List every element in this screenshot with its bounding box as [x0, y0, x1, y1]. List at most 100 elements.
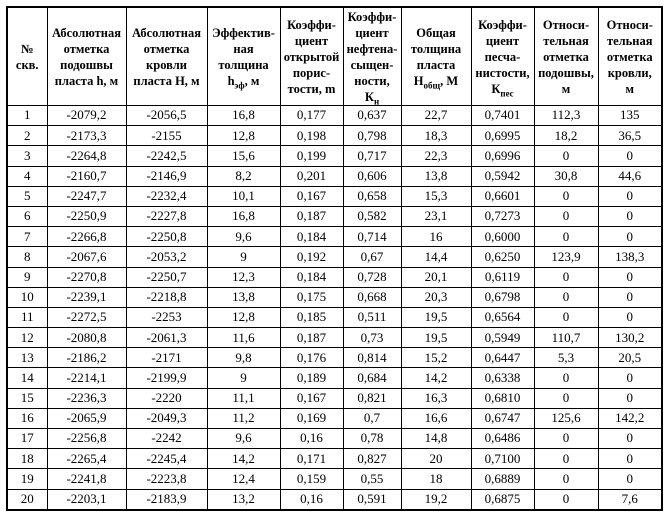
table-cell-sand_content: 0,6889	[470, 468, 535, 490]
table-row: 15 -2236,3 -2220 11,1 0,167 0,821 16,3 0,6810 0 0	[6, 387, 663, 409]
table-row: 3 -2264,8 -2242,5 15,6 0,199 0,717 22,3 0,6996 0…	[6, 145, 663, 167]
table-cell-well_no: 13	[6, 347, 48, 369]
table-cell-oil_saturation: 0,798	[342, 125, 402, 147]
table-cell-total_thickness: 22,3	[400, 145, 472, 167]
table-cell-open_porosity: 0,199	[279, 145, 344, 167]
table-cell-oil_saturation: 0,606	[342, 165, 402, 187]
table-cell-well_no: 18	[6, 448, 48, 470]
well-parameters-table: № скв. Абсолютная отметка подошвы пласта h, м…	[6, 6, 663, 511]
table-cell-oil_saturation: 0,814	[342, 347, 402, 369]
table-cell-rel_mark_bottom: 0	[533, 226, 599, 248]
table-cell-well_no: 20	[6, 488, 48, 511]
table-cell-oil_saturation: 0,78	[342, 427, 402, 450]
table-cell-rel_mark_bottom: 0	[533, 488, 599, 511]
table-cell-well_no: 10	[6, 286, 48, 308]
table-cell-well_no: 5	[6, 185, 48, 207]
column-header-abs_mark_bottom: Абсолютная отметка подошвы пласта h, м	[46, 6, 127, 106]
table-cell-oil_saturation: 0,821	[342, 387, 402, 409]
table-cell-sand_content: 0,6250	[470, 246, 535, 268]
table-cell-rel_mark_bottom: 0	[533, 145, 599, 167]
table-header: № скв. Абсолютная отметка подошвы пласта h, м…	[6, 6, 663, 106]
table-row: 10 -2239,1 -2218,8 13,8 0,175 0,668 20,3 0,6798…	[6, 286, 663, 308]
table-cell-rel_mark_bottom: 0	[533, 448, 599, 470]
table-row: 20 -2203,1 -2183,9 13,2 0,16 0,591 19,2 0,6875 0…	[6, 488, 663, 511]
table-cell-abs_mark_top: -2061,3	[125, 327, 208, 349]
column-header-total_thickness: Общая толщина пласта Нобщ, М	[400, 6, 472, 106]
table-row: 12 -2080,8 -2061,3 11,6 0,187 0,73 19,5 0,5949 1…	[6, 327, 663, 349]
table-cell-rel_mark_bottom: 110,7	[533, 327, 599, 349]
table-cell-total_thickness: 14,8	[400, 427, 472, 450]
table-cell-abs_mark_top: -2250,8	[125, 226, 208, 248]
table-cell-effective_thickness: 9,6	[206, 427, 281, 450]
table-cell-oil_saturation: 0,67	[342, 246, 402, 268]
table-cell-total_thickness: 19,5	[400, 306, 472, 329]
table-cell-effective_thickness: 12,4	[206, 468, 281, 490]
table-cell-open_porosity: 0,177	[279, 104, 344, 127]
table-cell-open_porosity: 0,187	[279, 327, 344, 349]
table-cell-open_porosity: 0,171	[279, 448, 344, 470]
table-cell-total_thickness: 18	[400, 468, 472, 490]
column-header-rel_mark_bottom: Относи-тельная отметка подошвы, м	[533, 6, 599, 106]
column-header-open_porosity: Коэффи-циент открытой порис-тости, m	[279, 6, 344, 106]
table-row: 2 -2173,3 -2155 12,8 0,198 0,798 18,3 0,6995 18,…	[6, 125, 663, 147]
table-cell-total_thickness: 16	[400, 226, 472, 248]
table-cell-sand_content: 0,7273	[470, 205, 535, 228]
table-cell-well_no: 1	[6, 104, 48, 127]
table-cell-rel_mark_top: 20,5	[597, 347, 663, 369]
table-row: 14 -2214,1 -2199,9 9 0,189 0,684 14,2 0,6338 0 0	[6, 367, 663, 389]
table-cell-abs_mark_top: -2250,7	[125, 266, 208, 288]
table-cell-sand_content: 0,6810	[470, 387, 535, 409]
table-cell-sand_content: 0,6000	[470, 226, 535, 248]
table-cell-rel_mark_top: 0	[597, 286, 663, 308]
table-row: 9 -2270,8 -2250,7 12,3 0,184 0,728 20,1 0,6119 0…	[6, 266, 663, 288]
table-cell-abs_mark_top: -2218,8	[125, 286, 208, 308]
table-cell-total_thickness: 20,1	[400, 266, 472, 288]
table-cell-abs_mark_bottom: -2236,3	[46, 387, 127, 409]
table-cell-rel_mark_bottom: 0	[533, 286, 599, 308]
table-cell-total_thickness: 23,1	[400, 205, 472, 228]
table-cell-sand_content: 0,6486	[470, 427, 535, 450]
table-cell-abs_mark_bottom: -2239,1	[46, 286, 127, 308]
table-cell-rel_mark_bottom: 0	[533, 185, 599, 207]
table-row: 5 -2247,7 -2232,4 10,1 0,167 0,658 15,3 0,6601 0…	[6, 185, 663, 207]
table-cell-open_porosity: 0,184	[279, 226, 344, 248]
table-row: 13 -2186,2 -2171 9,8 0,176 0,814 15,2 0,6447 5,3…	[6, 347, 663, 369]
table-cell-rel_mark_bottom: 125,6	[533, 407, 599, 430]
table-cell-total_thickness: 19,2	[400, 488, 472, 511]
column-header-well_no: № скв.	[6, 6, 48, 106]
table-cell-abs_mark_bottom: -2186,2	[46, 347, 127, 369]
table-cell-abs_mark_bottom: -2266,8	[46, 226, 127, 248]
table-cell-sand_content: 0,6447	[470, 347, 535, 369]
table-cell-rel_mark_top: 0	[597, 387, 663, 409]
table-cell-abs_mark_top: -2227,8	[125, 205, 208, 228]
table-cell-rel_mark_bottom: 30,8	[533, 165, 599, 187]
table-cell-well_no: 14	[6, 367, 48, 389]
table-cell-sand_content: 0,6996	[470, 145, 535, 167]
table-cell-effective_thickness: 12,3	[206, 266, 281, 288]
table-cell-sand_content: 0,6747	[470, 407, 535, 430]
table-row: 11 -2272,5 -2253 12,8 0,185 0,511 19,5 0,6564 0 0	[6, 306, 663, 329]
table-cell-abs_mark_bottom: -2080,8	[46, 327, 127, 349]
table-cell-oil_saturation: 0,55	[342, 468, 402, 490]
table-cell-open_porosity: 0,16	[279, 427, 344, 450]
table-row: 17 -2256,8 -2242 9,6 0,16 0,78 14,8 0,6486 0 0	[6, 427, 663, 450]
table-cell-oil_saturation: 0,511	[342, 306, 402, 329]
table-cell-total_thickness: 15,3	[400, 185, 472, 207]
table-cell-well_no: 16	[6, 407, 48, 430]
table-cell-well_no: 7	[6, 226, 48, 248]
table-cell-open_porosity: 0,169	[279, 407, 344, 430]
table-cell-rel_mark_top: 0	[597, 266, 663, 288]
table-cell-abs_mark_bottom: -2160,7	[46, 165, 127, 187]
table-cell-oil_saturation: 0,591	[342, 488, 402, 511]
table-cell-abs_mark_bottom: -2272,5	[46, 306, 127, 329]
table-cell-effective_thickness: 9	[206, 246, 281, 268]
table-cell-effective_thickness: 8,2	[206, 165, 281, 187]
table-cell-well_no: 12	[6, 327, 48, 349]
column-header-rel_mark_top: Относи-тельная отметка кровли, м	[597, 6, 663, 106]
table-cell-abs_mark_top: -2056,5	[125, 104, 208, 127]
table-cell-open_porosity: 0,201	[279, 165, 344, 187]
table-cell-abs_mark_top: -2242	[125, 427, 208, 450]
table-cell-rel_mark_top: 135	[597, 104, 663, 127]
table-cell-abs_mark_top: -2245,4	[125, 448, 208, 470]
